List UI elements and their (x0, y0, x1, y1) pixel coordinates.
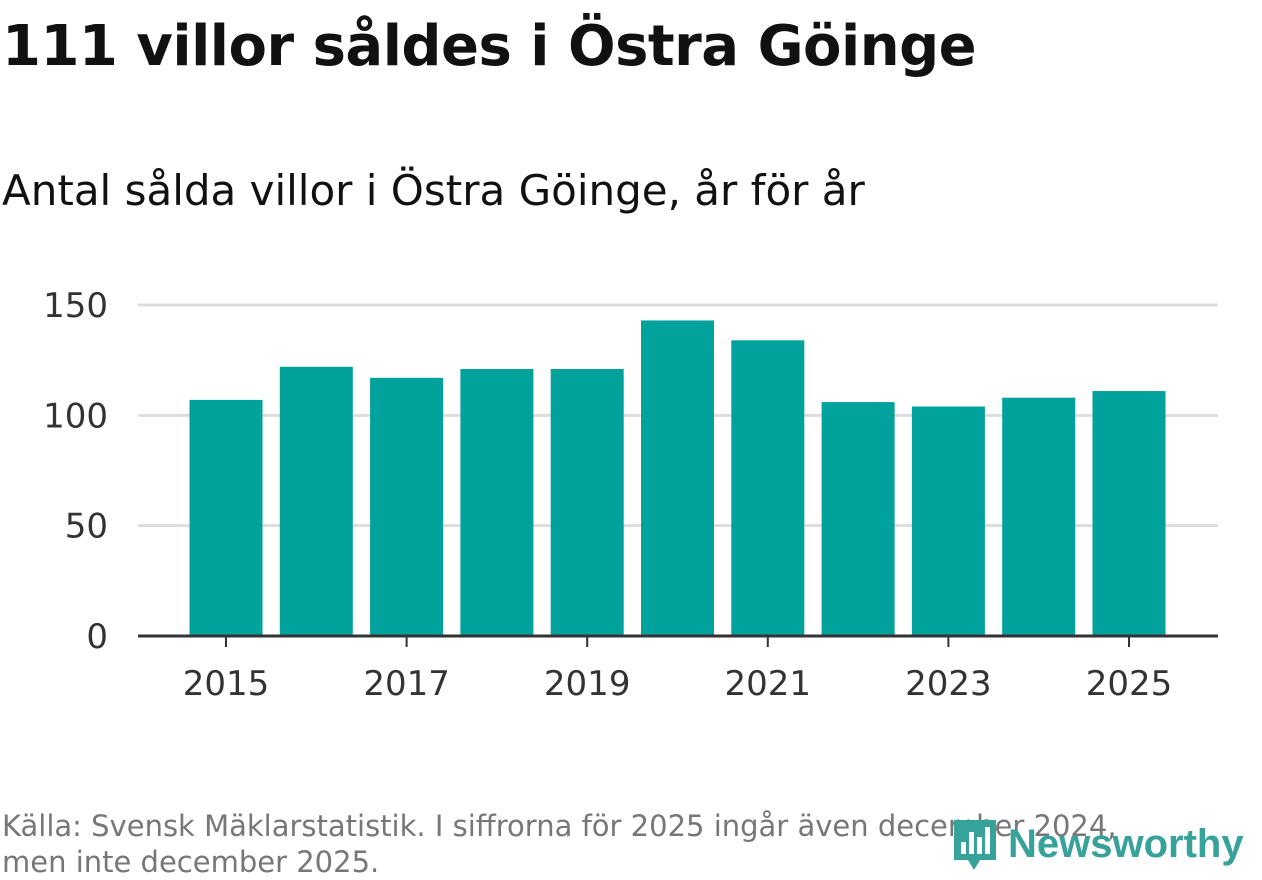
bar-2019 (550, 368, 624, 636)
x-tick-label-2023: 2023 (905, 664, 992, 704)
y-tick-label-150: 150 (43, 286, 108, 326)
y-tick-label-0: 0 (86, 617, 108, 657)
x-tick-label-2021: 2021 (725, 664, 812, 704)
newsworthy-logo: Newsworthy (950, 816, 1244, 872)
source-note: Källa: Svensk Mäklarstatistik. I siffror… (2, 808, 1202, 880)
bar-2022 (821, 402, 895, 636)
bar-2017 (370, 377, 444, 636)
x-tick-label-2019: 2019 (544, 664, 631, 704)
x-tick-label-2025: 2025 (1086, 664, 1173, 704)
bar-2025 (1092, 391, 1166, 636)
y-tick-label-50: 50 (65, 507, 108, 547)
bar-2018 (460, 368, 534, 636)
source-note-line-2: men inte december 2025. (2, 845, 380, 879)
logo-text: Newsworthy (1008, 821, 1244, 866)
bar-2021 (731, 340, 805, 636)
bar-2023 (911, 406, 985, 636)
y-tick-label-100: 100 (43, 396, 108, 436)
x-tick-label-2015: 2015 (183, 664, 270, 704)
x-tick-label-2017: 2017 (363, 664, 450, 704)
bar-2016 (279, 366, 353, 636)
chart-title: 111 villor såldes i Östra Göinge (2, 14, 977, 79)
bar-2015 (189, 399, 263, 636)
bar-chart-icon (954, 820, 996, 870)
bar-2024 (1002, 397, 1076, 636)
source-note-line-1: Källa: Svensk Mäklarstatistik. I siffror… (2, 809, 1117, 843)
chart-subtitle: Antal sålda villor i Östra Göinge, år fö… (2, 166, 865, 215)
bar-2020 (641, 320, 714, 636)
